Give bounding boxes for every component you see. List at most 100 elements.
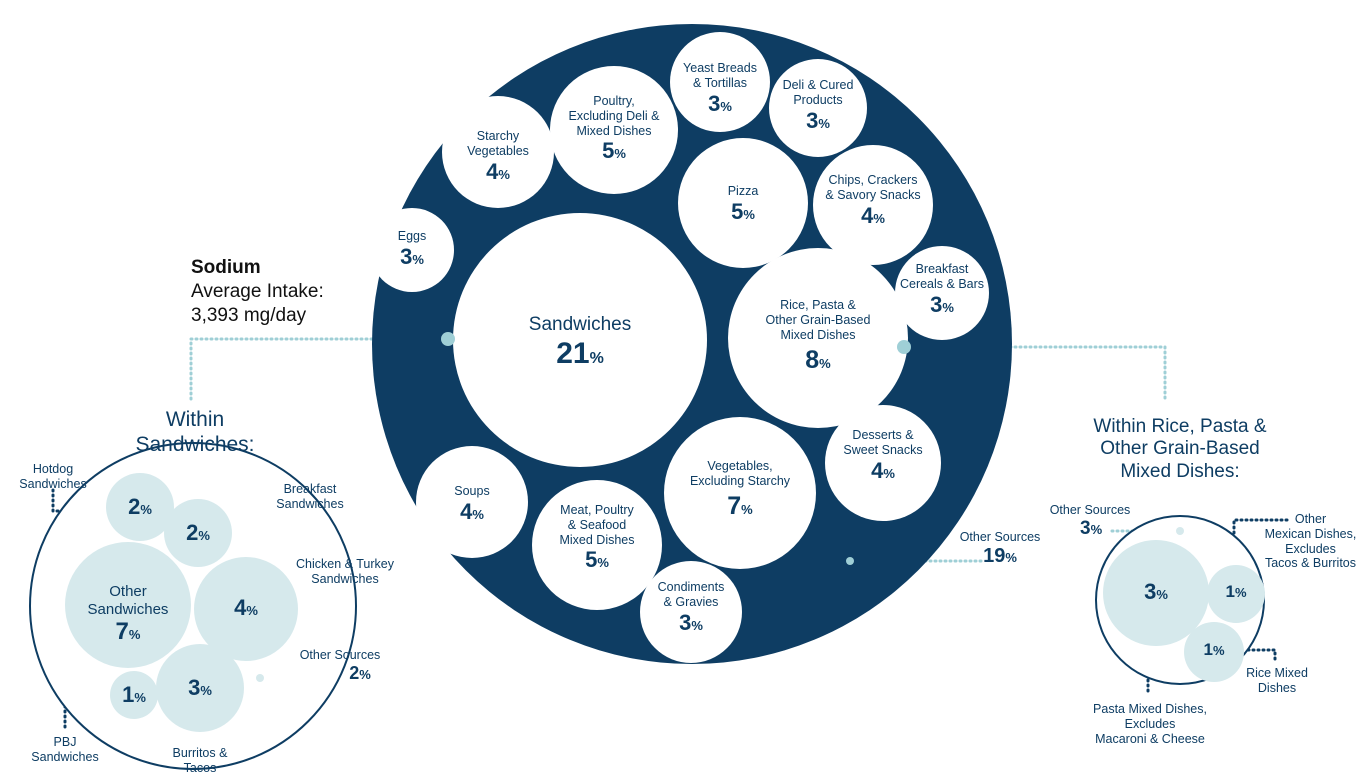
label-sandwiches: Sandwiches 21% <box>480 314 680 372</box>
label-soups-value: 4% <box>460 498 484 524</box>
bubble-yeast <box>670 32 770 132</box>
bubble-rice-mixed <box>1184 622 1244 682</box>
label-other-rice-value: 3% <box>1080 517 1103 539</box>
label-eggs-value: 3% <box>400 243 424 269</box>
label-other-sandwiches: Other Sandwiches 7% <box>73 583 183 647</box>
label-other-main-name: Other Sources <box>959 530 1041 544</box>
label-soups-name: Soups <box>454 484 490 498</box>
bubble-other-mexican <box>1207 565 1265 623</box>
label-pizza-name: Pizza <box>727 184 759 198</box>
bubble-meat <box>532 480 662 610</box>
label-other-sandwich: Other Sources 2% <box>290 648 390 684</box>
summary-line1: Average Intake: <box>191 280 324 302</box>
label-rice-value: 8% <box>805 346 831 375</box>
label-vegetables-name: Vegetables, Excluding Starchy <box>689 459 791 488</box>
label-soups: Soups 4% <box>422 484 522 525</box>
bubble-desserts <box>825 405 941 521</box>
label-meat-value: 5% <box>585 547 609 573</box>
bubble-soups <box>416 446 528 558</box>
connector-dot-rice <box>897 340 911 354</box>
rice-bubbles <box>1103 540 1265 682</box>
value-breakfast-sandwich: 2% <box>186 520 210 545</box>
label-cereals-value: 3% <box>930 291 954 317</box>
connector-sandwiches <box>189 337 449 402</box>
label-vegetables-value: 7% <box>727 491 753 520</box>
label-rice-mixed: Rice Mixed Dishes <box>1246 666 1308 695</box>
label-cereals: Breakfast Cereals & Bars 3% <box>887 262 997 317</box>
bubble-cereals <box>895 246 989 340</box>
label-deli-value: 3% <box>806 107 830 133</box>
label-other-main-value: 19% <box>983 544 1017 567</box>
label-other-sandwiches-value: 7% <box>115 618 141 646</box>
label-other-main: Other Sources 19% <box>950 530 1050 568</box>
label-starchy-name: Starchy Vegetables <box>467 129 529 158</box>
label-poultry-name: Poultry, Excluding Deli & Mixed Dishes <box>568 94 660 138</box>
label-deli-name: Deli & Cured Products <box>782 78 854 107</box>
label-condiments-name: Condiments & Gravies <box>657 580 725 609</box>
bubble-condiments <box>640 561 742 663</box>
sandwiches-heading: Within Sandwiches: <box>135 408 255 456</box>
sodium-summary: Sodium Average Intake: 3,393 mg/day <box>191 256 324 327</box>
label-chicken-turkey: Chicken & Turkey Sandwiches <box>296 557 394 586</box>
label-pizza-value: 5% <box>731 198 755 224</box>
label-rice: Rice, Pasta & Other Grain-Based Mixed Di… <box>738 298 898 376</box>
other-dot-main <box>846 557 854 565</box>
bubble-poultry <box>550 66 678 194</box>
connector-dot-sandwiches <box>441 332 455 346</box>
bubble-breakfast-sandwich <box>164 499 232 567</box>
bubble-hotdog <box>106 473 174 541</box>
bubble-chips <box>813 145 933 265</box>
value-burritos-tacos: 3% <box>188 675 212 700</box>
other-dot-sandwich <box>256 674 264 682</box>
bubble-pizza <box>678 138 808 268</box>
value-pasta-mixed: 3% <box>1144 579 1168 604</box>
rice-heading: Within Rice, Pasta & Other Grain-Based M… <box>1093 416 1267 482</box>
bubble-vegetables <box>664 417 816 569</box>
label-starchy-value: 4% <box>486 158 510 184</box>
label-condiments-value: 3% <box>679 609 703 635</box>
label-eggs: Eggs 3% <box>362 229 462 270</box>
other-dot-rice <box>1176 527 1184 535</box>
value-pbj: 1% <box>122 682 146 707</box>
label-eggs-name: Eggs <box>397 229 427 243</box>
label-other-rice-name: Other Sources <box>1049 503 1131 517</box>
label-deli: Deli & Cured Products 3% <box>758 78 878 133</box>
label-other-sandwich-value: 2% <box>349 662 371 683</box>
label-breakfast-sandwich: Breakfast Sandwiches <box>276 482 344 511</box>
label-yeast-value: 3% <box>708 90 732 116</box>
bubble-starchy <box>442 96 554 208</box>
value-other-mexican: 1% <box>1225 582 1247 601</box>
label-hotdog: Hotdog Sandwiches <box>19 462 87 491</box>
bubble-sandwiches <box>453 213 707 467</box>
label-yeast: Yeast Breads & Tortillas 3% <box>660 61 780 116</box>
label-pasta-mixed: Pasta Mixed Dishes, Excludes Macaroni & … <box>1093 702 1207 746</box>
value-hotdog: 2% <box>128 494 152 519</box>
label-yeast-name: Yeast Breads & Tortillas <box>683 61 757 90</box>
bubble-deli <box>769 59 867 157</box>
label-rice-name: Rice, Pasta & Other Grain-Based Mixed Di… <box>765 298 871 342</box>
label-sandwiches-name: Sandwiches <box>528 314 632 335</box>
summary-line2: 3,393 mg/day <box>191 304 307 326</box>
label-chips: Chips, Crackers & Savory Snacks 4% <box>808 173 938 228</box>
label-cereals-name: Breakfast Cereals & Bars <box>899 262 985 291</box>
label-other-sandwich-name: Other Sources <box>299 648 381 662</box>
label-condiments: Condiments & Gravies 3% <box>631 580 751 635</box>
main-bubbles <box>370 32 989 663</box>
label-desserts: Desserts & Sweet Snacks 4% <box>823 428 943 483</box>
label-poultry-value: 5% <box>602 138 626 164</box>
label-chips-name: Chips, Crackers & Savory Snacks <box>825 173 921 202</box>
bubble-other-sandwiches <box>65 542 191 668</box>
label-other-mexican: Other Mexican Dishes, Excludes Tacos & B… <box>1264 512 1357 571</box>
label-sandwiches-value: 21% <box>556 337 604 371</box>
label-desserts-value: 4% <box>871 457 895 483</box>
summary-title: Sodium <box>191 257 261 278</box>
bubble-eggs <box>370 208 454 292</box>
label-meat-name: Meat, Poultry & Seafood Mixed Dishes <box>559 503 635 547</box>
sandwich-bubbles <box>65 473 298 732</box>
bubble-chicken-turkey <box>194 557 298 661</box>
label-chips-value: 4% <box>861 202 885 228</box>
leader-rice-mixed <box>1236 648 1277 664</box>
bubble-burritos-tacos <box>156 644 244 732</box>
